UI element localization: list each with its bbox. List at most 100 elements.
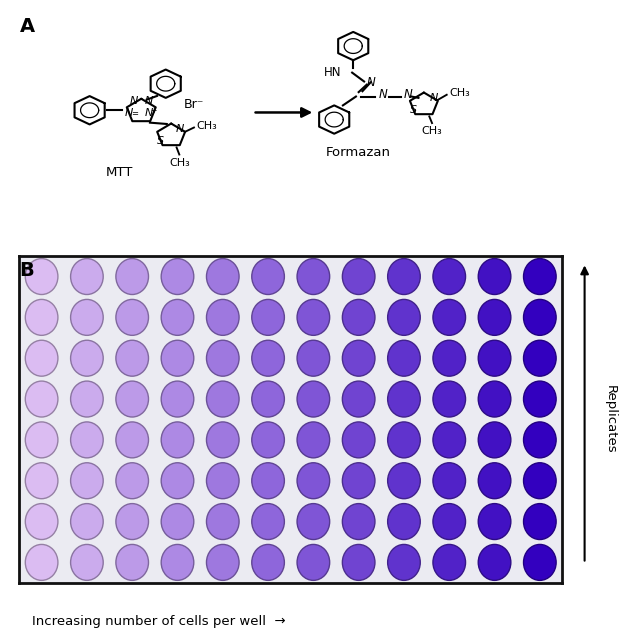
Ellipse shape [523,422,556,458]
Text: Formazan: Formazan [326,146,391,159]
Ellipse shape [343,504,375,540]
Ellipse shape [116,381,149,417]
Ellipse shape [207,259,239,294]
Ellipse shape [343,259,375,294]
Ellipse shape [387,463,420,498]
Ellipse shape [161,259,194,294]
Ellipse shape [252,259,284,294]
Ellipse shape [161,340,194,376]
Ellipse shape [161,381,194,417]
Text: S: S [157,137,164,146]
Ellipse shape [433,544,466,580]
Ellipse shape [523,504,556,540]
Ellipse shape [25,259,58,294]
Ellipse shape [478,422,511,458]
Ellipse shape [387,504,420,540]
Ellipse shape [297,504,330,540]
Ellipse shape [71,544,103,580]
Ellipse shape [207,381,239,417]
Ellipse shape [116,259,149,294]
Ellipse shape [433,504,466,540]
Ellipse shape [343,544,375,580]
Text: Br⁻: Br⁻ [184,98,204,111]
Ellipse shape [116,299,149,336]
Ellipse shape [343,463,375,498]
Ellipse shape [387,422,420,458]
Ellipse shape [297,381,330,417]
Ellipse shape [161,544,194,580]
Text: Replicates: Replicates [604,385,616,454]
Text: MTT: MTT [106,166,133,178]
Text: CH₃: CH₃ [169,158,190,167]
Text: N: N [176,124,184,134]
Ellipse shape [252,340,284,376]
Ellipse shape [478,259,511,294]
Ellipse shape [387,381,420,417]
Ellipse shape [523,544,556,580]
Text: N: N [145,108,153,118]
Text: CH₃: CH₃ [449,88,470,98]
Ellipse shape [252,544,284,580]
Ellipse shape [297,259,330,294]
Text: N: N [430,93,438,103]
Ellipse shape [116,544,149,580]
Text: N: N [367,76,375,89]
Ellipse shape [252,299,284,336]
Ellipse shape [161,299,194,336]
Ellipse shape [523,259,556,294]
Ellipse shape [25,299,58,336]
Ellipse shape [25,422,58,458]
Ellipse shape [25,381,58,417]
Text: +: + [150,106,156,115]
Ellipse shape [523,381,556,417]
Ellipse shape [161,463,194,498]
Ellipse shape [478,299,511,336]
Text: N: N [379,88,387,101]
Ellipse shape [252,422,284,458]
Ellipse shape [433,422,466,458]
Ellipse shape [478,381,511,417]
Ellipse shape [297,422,330,458]
Text: Increasing number of cells per well  →: Increasing number of cells per well → [32,615,285,628]
Ellipse shape [207,299,239,336]
Ellipse shape [523,299,556,336]
Ellipse shape [25,504,58,540]
Ellipse shape [523,463,556,498]
Ellipse shape [343,340,375,376]
Ellipse shape [343,299,375,336]
Ellipse shape [116,463,149,498]
Ellipse shape [71,259,103,294]
Ellipse shape [387,340,420,376]
Ellipse shape [478,463,511,498]
Ellipse shape [25,544,58,580]
Ellipse shape [71,463,103,498]
Ellipse shape [116,422,149,458]
Ellipse shape [161,504,194,540]
Ellipse shape [387,544,420,580]
Text: N: N [130,97,138,106]
Text: A: A [20,17,35,36]
Ellipse shape [25,463,58,498]
Ellipse shape [207,340,239,376]
Ellipse shape [523,340,556,376]
Text: S: S [410,105,416,115]
Ellipse shape [207,463,239,498]
Ellipse shape [433,259,466,294]
Ellipse shape [252,463,284,498]
Ellipse shape [433,381,466,417]
Ellipse shape [25,340,58,376]
Text: CH₃: CH₃ [422,126,442,136]
Text: CH₃: CH₃ [196,121,217,131]
Ellipse shape [252,504,284,540]
Ellipse shape [207,422,239,458]
Ellipse shape [297,299,330,336]
Ellipse shape [71,340,103,376]
Text: N: N [404,88,413,101]
Ellipse shape [116,340,149,376]
Ellipse shape [433,299,466,336]
Text: N: N [145,97,153,106]
Text: HN: HN [324,66,341,79]
Ellipse shape [116,504,149,540]
Ellipse shape [387,299,420,336]
Ellipse shape [478,504,511,540]
